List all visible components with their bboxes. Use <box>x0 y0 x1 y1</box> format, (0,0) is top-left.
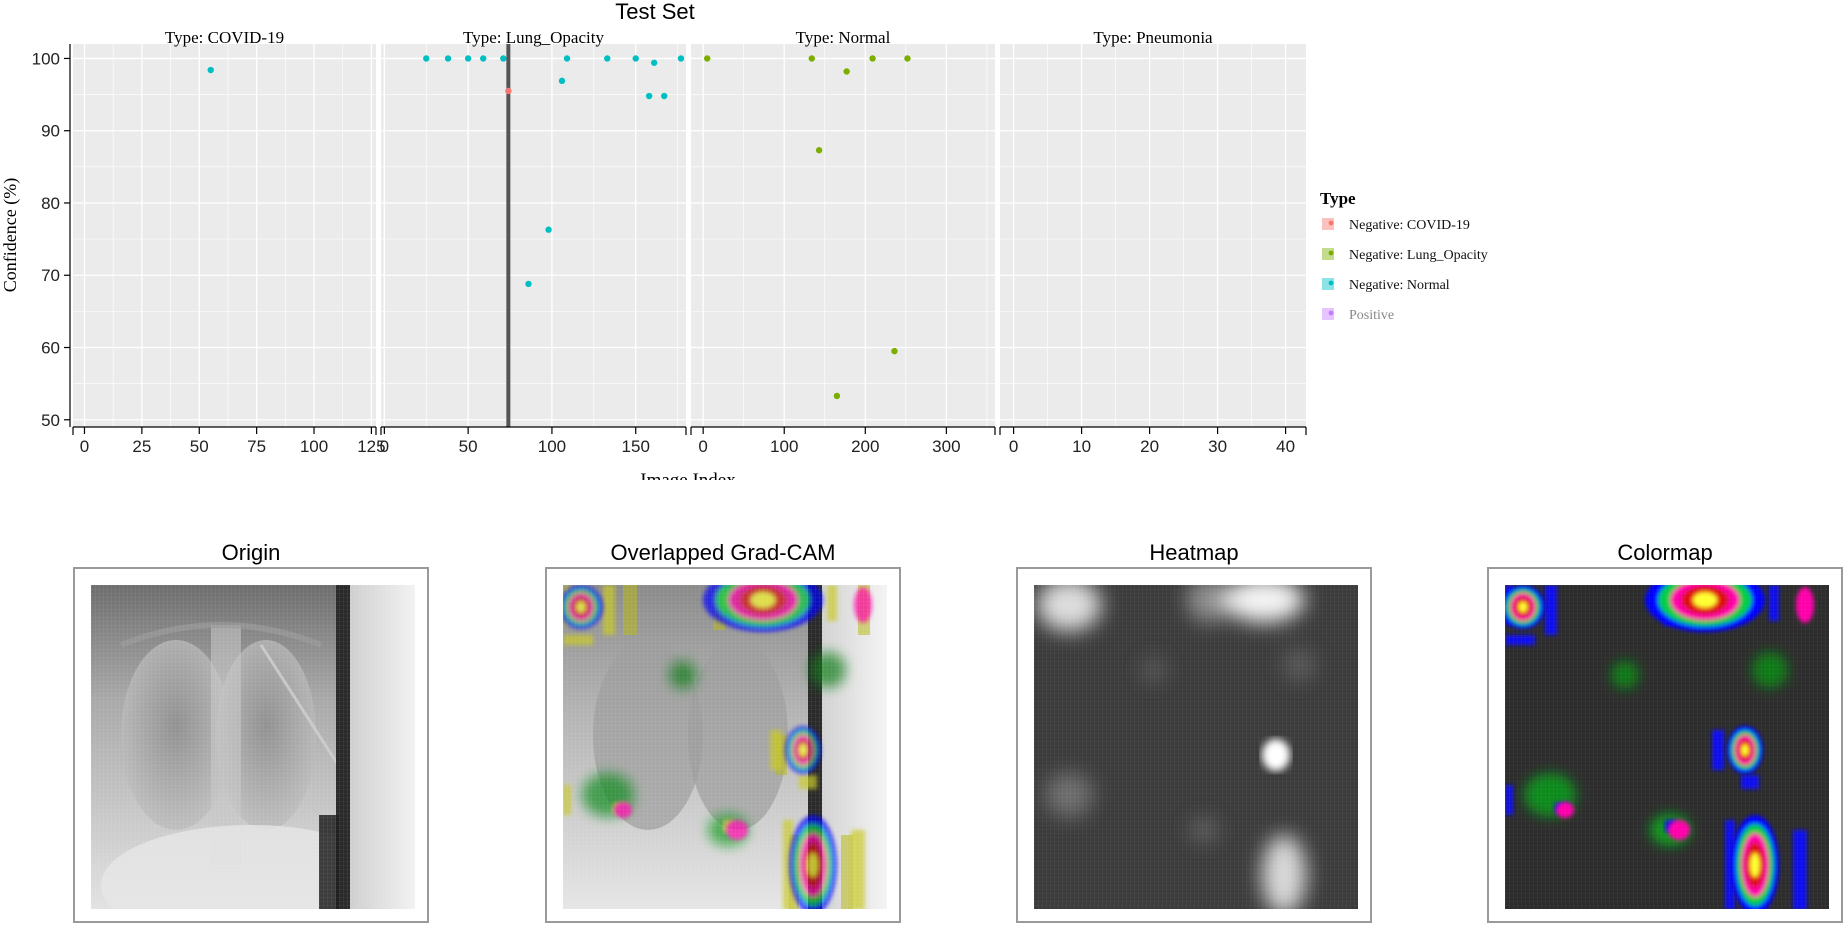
x-tick-label: 0 <box>698 437 707 456</box>
data-point[interactable] <box>843 68 850 75</box>
x-tick-label: 20 <box>1140 437 1159 456</box>
y-axis-label: Confidence (%) <box>0 178 21 292</box>
data-point[interactable] <box>833 392 841 400</box>
facet-panel-4: Type: Pneumonia 0 10 20 30 40 <box>999 28 1307 456</box>
xray-image-origin <box>91 585 415 909</box>
facet-label: Type: Normal <box>796 28 891 47</box>
x-tick-label: 40 <box>1276 437 1295 456</box>
data-point[interactable] <box>500 55 507 62</box>
data-point[interactable] <box>525 280 532 288</box>
image-panel-colormap <box>1487 567 1843 923</box>
data-point[interactable] <box>650 59 658 66</box>
data-point[interactable] <box>704 55 711 62</box>
xray-image-overlap <box>563 585 887 909</box>
facet-background <box>381 44 686 427</box>
data-point[interactable] <box>645 92 653 100</box>
y-tick-label: 80 <box>41 194 60 213</box>
legend-label: Negative: COVID-19 <box>1349 218 1470 233</box>
facet-panel-3: Type: Normal 0 100 200 300 <box>690 28 996 456</box>
data-point[interactable] <box>808 55 815 62</box>
y-tick-label: 90 <box>41 122 60 141</box>
data-point[interactable] <box>558 77 566 85</box>
facet-panel-2: Type: Lung_Opacity 0 50 100 150 <box>380 28 687 456</box>
image-title-origin: Origin <box>221 540 281 565</box>
x-tick-label: 25 <box>132 437 151 456</box>
facet-background <box>691 44 995 427</box>
x-tick-label: 150 <box>622 437 650 456</box>
x-tick-label: 50 <box>190 437 209 456</box>
x-tick-label: 200 <box>851 437 879 456</box>
legend-key-dot <box>1328 310 1334 316</box>
x-tick-label: 50 <box>459 437 478 456</box>
x-tick-label: 75 <box>247 437 266 456</box>
image-panel-origin <box>73 567 429 923</box>
image-panel-heatmap <box>1016 567 1372 923</box>
facet-background <box>73 44 376 427</box>
legend-label: Negative: Normal <box>1349 278 1450 293</box>
x-tick-label: 300 <box>932 437 960 456</box>
y-tick-label: 50 <box>41 411 60 430</box>
legend-entry[interactable]: Negative: COVID-19 <box>1322 218 1470 233</box>
data-point[interactable] <box>563 55 571 62</box>
xray-image-colormap <box>1505 585 1829 909</box>
xray-image-heatmap <box>1034 585 1358 909</box>
facet-label: Type: Lung_Opacity <box>463 28 604 47</box>
image-title-overlap: Overlapped Grad-CAM <box>610 540 836 565</box>
x-tick-label: 10 <box>1072 437 1091 456</box>
legend-entry[interactable]: Negative: Lung_Opacity <box>1322 248 1488 263</box>
faceted-scatter-chart: Test Set Type: COVID-190 25 50 75 100 125Type… <box>0 0 1488 480</box>
image-title-heatmap: Heatmap <box>1149 540 1239 565</box>
facet-background <box>1000 44 1306 427</box>
facet-panel-1: Type: COVID-19 0 25 50 75 100 125 <box>72 28 386 456</box>
x-tick-label: 0 <box>380 437 389 456</box>
legend-entry[interactable]: Negative: Normal <box>1322 278 1450 293</box>
data-point[interactable] <box>207 66 214 74</box>
x-tick-label: 0 <box>1009 437 1018 456</box>
x-tick-label: 100 <box>300 437 328 456</box>
y-tick-label: 100 <box>32 49 60 68</box>
image-title-colormap: Colormap <box>1617 540 1713 565</box>
data-point[interactable] <box>677 55 685 62</box>
data-point[interactable] <box>505 87 512 95</box>
x-tick-label: 0 <box>80 437 89 456</box>
data-point[interactable] <box>661 92 668 100</box>
y-tick-label: 70 <box>41 266 60 285</box>
x-tick-label: 100 <box>538 437 566 456</box>
x-tick-label: 125 <box>357 437 385 456</box>
legend: Type Negative: COVID-19 Negative: Lung_Op… <box>1320 189 1488 323</box>
x-tick-label: 100 <box>770 437 798 456</box>
data-point[interactable] <box>632 55 639 62</box>
x-tick-label: 30 <box>1208 437 1227 456</box>
legend-title: Type <box>1320 189 1356 208</box>
y-tick-label: 60 <box>41 339 60 358</box>
data-point[interactable] <box>815 147 823 154</box>
chart-title: Test Set <box>615 0 694 24</box>
data-point[interactable] <box>444 55 452 62</box>
data-point[interactable] <box>869 55 876 62</box>
data-point[interactable] <box>545 226 552 233</box>
data-point[interactable] <box>464 55 472 62</box>
legend-label: Positive <box>1349 308 1394 323</box>
data-point[interactable] <box>904 55 911 62</box>
legend-key-dot <box>1328 250 1334 256</box>
data-point[interactable] <box>604 55 611 62</box>
legend-key-dot <box>1328 220 1334 226</box>
data-point[interactable] <box>480 55 487 62</box>
data-point[interactable] <box>423 55 430 62</box>
data-point[interactable] <box>891 347 898 355</box>
legend-key-dot <box>1328 280 1334 286</box>
x-axis-label: Image Index <box>640 470 736 480</box>
legend-entry[interactable]: Positive <box>1322 308 1394 323</box>
image-panel-overlap <box>545 567 901 923</box>
legend-label: Negative: Lung_Opacity <box>1349 248 1488 263</box>
y-axis: 50 60 70 80 90 100 <box>32 44 71 430</box>
facet-label: Type: COVID-19 <box>165 28 284 47</box>
facet-label: Type: Pneumonia <box>1093 28 1213 47</box>
